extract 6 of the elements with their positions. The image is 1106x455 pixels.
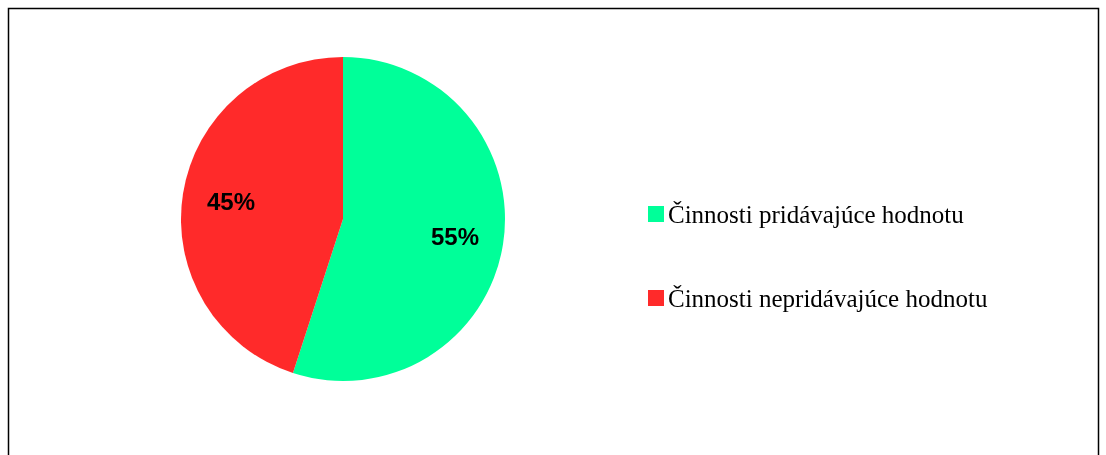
legend-label: Činnosti pridávajúce hodnotu — [668, 200, 965, 228]
data-label: 45% — [206, 187, 256, 215]
pie-slice — [292, 57, 505, 381]
pie-slice — [181, 57, 343, 374]
data-label: 55% — [430, 223, 480, 251]
legend-label: Činnosti nepridávajúce hodnotu — [668, 284, 988, 312]
